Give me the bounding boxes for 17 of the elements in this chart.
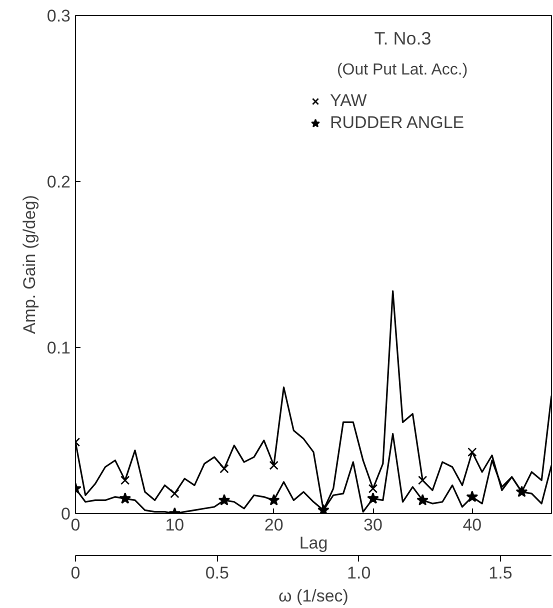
y-tick-label: 0.2 [46,172,71,192]
y-tick-label: 0.1 [46,338,71,358]
x2-tick-label: 1.5 [488,564,512,582]
legend-label: RUDDER ANGLE [330,113,464,133]
legend-label: YAW [330,91,367,111]
x-axis-title: Lag [299,534,328,552]
text: (Out Put Lat. Acc.) [336,62,468,79]
x2-tick-label: 0.5 [205,564,229,582]
text: T. No.3 [374,28,432,49]
x-tick-label: 20 [264,516,284,534]
y-axis-title: Amp. Gain (g/deg) [20,195,39,334]
x-tick-label: 40 [462,516,482,534]
x-tick-label: 30 [364,516,382,534]
x2-tick-label: 1.0 [347,564,371,582]
x-tick-label: 10 [165,516,184,534]
x2-axis-title: ω (1/sec) [278,586,348,606]
y-tick-label: 0.3 [46,6,71,26]
